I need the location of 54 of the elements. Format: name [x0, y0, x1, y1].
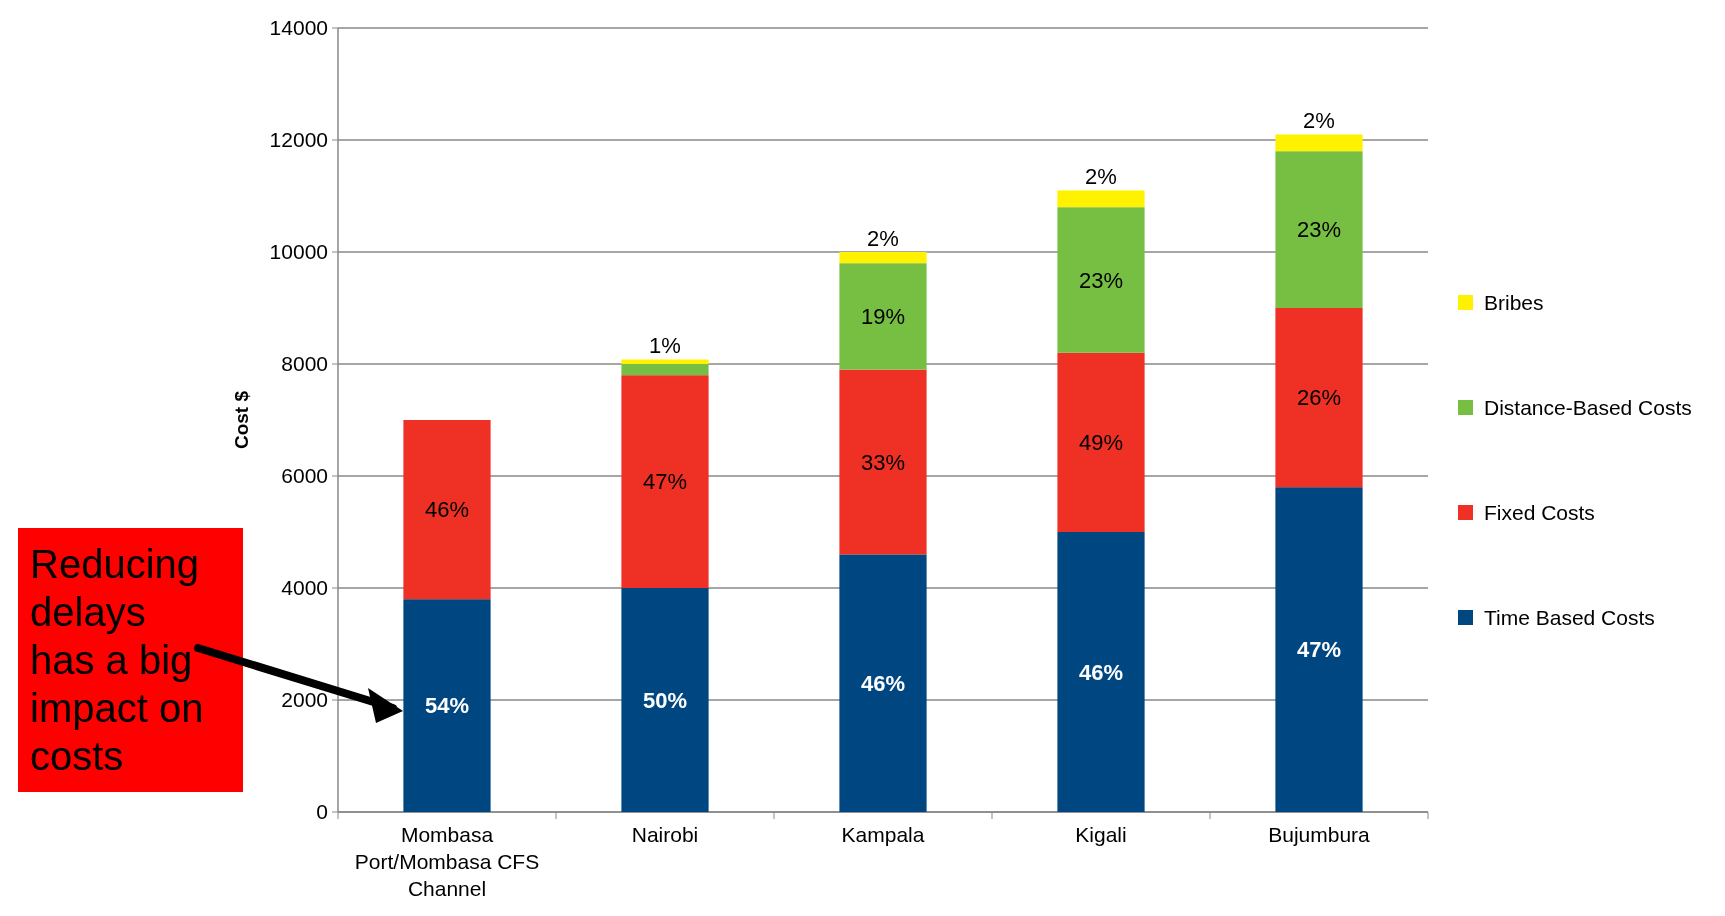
x-tick-label: Nairobi	[631, 823, 699, 846]
annotation: 23%	[1078, 267, 1124, 293]
legend-label: Fixed Costs	[1484, 501, 1595, 525]
annotation: 50%	[642, 687, 688, 713]
annotation: 47%	[1296, 637, 1342, 663]
annotation: 26%	[1296, 385, 1342, 411]
bar	[1275, 308, 1363, 488]
legend-label: Bribes	[1484, 291, 1544, 315]
y-tick-label: 2000	[281, 688, 328, 712]
y-tick-label: 4000	[281, 576, 328, 600]
y-tick-label: 8000	[281, 352, 328, 376]
annotation: 46%	[424, 497, 470, 523]
y-tick-label: 10000	[269, 240, 328, 264]
annotation: 2%	[1085, 164, 1117, 190]
bar	[839, 554, 927, 812]
bar	[1057, 532, 1145, 812]
y-tick-label: 6000	[281, 464, 328, 488]
bar	[1275, 151, 1363, 308]
y-axis-title: Cost $	[231, 390, 252, 450]
bar	[1057, 207, 1145, 353]
bar	[1057, 190, 1145, 208]
bar	[621, 588, 709, 812]
legend-label: Distance-Based Costs	[1484, 396, 1692, 420]
legend-label: Time Based Costs	[1484, 606, 1655, 630]
annotation: 46%	[1078, 659, 1124, 685]
y-tick-label: 0	[316, 800, 328, 824]
annotation: 47%	[642, 469, 688, 495]
y-tick-label: 12000	[269, 128, 328, 152]
bar	[839, 263, 927, 370]
bar	[839, 252, 927, 264]
annotation: 2%	[1303, 108, 1335, 134]
x-tick-label: Kigali	[1075, 823, 1127, 846]
annotation: 54%	[424, 693, 470, 719]
bar	[621, 359, 709, 364]
bar	[1057, 352, 1145, 532]
x-tick-label: Kampala	[841, 823, 925, 846]
x-tick-label: Mombasa Port/Mombasa CFS Channel	[354, 823, 540, 900]
y-tick-label: 14000	[269, 16, 328, 40]
annotation: 23%	[1296, 217, 1342, 243]
x-tick-label: Bujumbura	[1268, 823, 1371, 846]
text: Reducing delays has a big impact on costs	[30, 542, 204, 778]
annotation: 33%	[860, 449, 906, 475]
bar	[403, 420, 491, 600]
annotation: 19%	[860, 304, 906, 330]
bar	[839, 369, 927, 555]
bar	[1275, 134, 1363, 152]
bar	[621, 364, 709, 376]
bar	[403, 599, 491, 812]
annotation: 49%	[1078, 430, 1124, 456]
bar	[621, 375, 709, 588]
annotation: 2%	[867, 225, 899, 251]
bar	[1275, 487, 1363, 812]
annotation: 1%	[649, 333, 681, 359]
annotation: 46%	[860, 670, 906, 696]
